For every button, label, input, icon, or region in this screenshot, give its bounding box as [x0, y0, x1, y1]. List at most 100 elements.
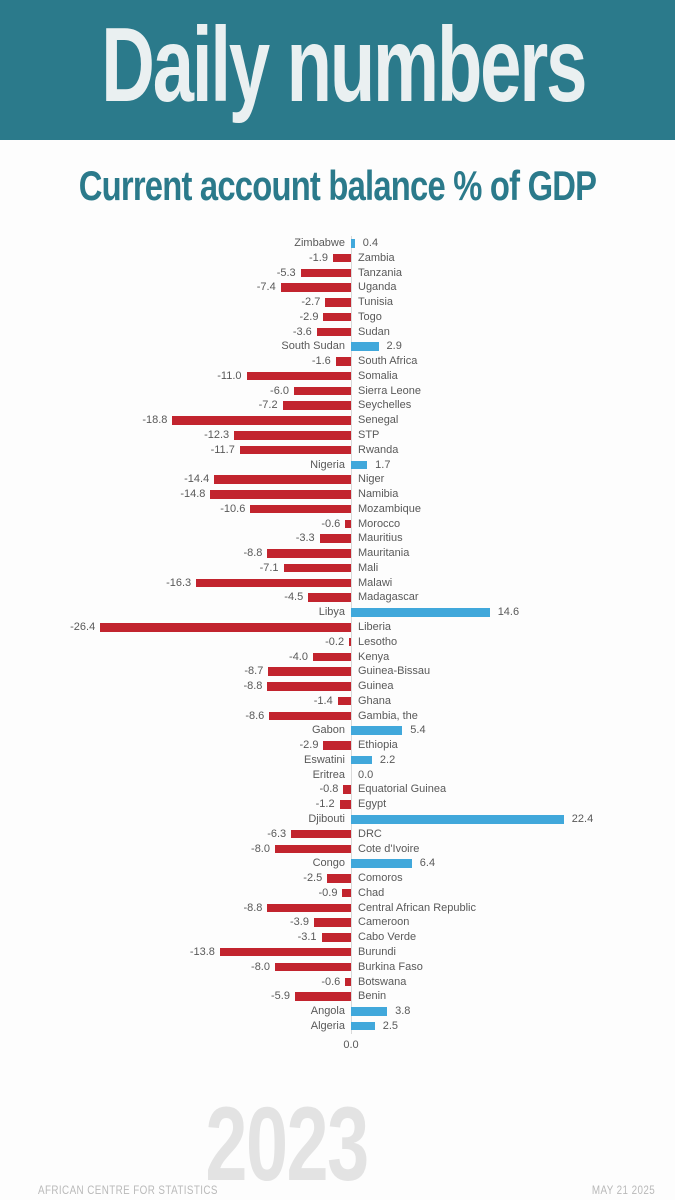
negative-bar: [323, 312, 351, 322]
value-label: -7.1: [259, 561, 279, 574]
chart-row: Mozambique -10.6: [0, 502, 675, 517]
country-label: Guinea-Bissau: [358, 665, 431, 678]
page-title: Daily numbers: [101, 6, 587, 124]
negative-bar: [300, 268, 351, 278]
value-label: -2.9: [299, 739, 319, 752]
chart-row: Uganda -7.4: [0, 280, 675, 295]
chart-row: Equatorial Guinea -0.8: [0, 782, 675, 797]
value-label: -5.9: [270, 990, 290, 1003]
value-label: -12.3: [204, 429, 230, 441]
chart-row: Zimbabwe 0.4: [0, 236, 675, 251]
country-label: Zimbabwe: [294, 237, 345, 249]
negative-bar: [280, 283, 351, 292]
country-label: DRC: [358, 827, 382, 840]
chart-row: Burundi -13.8: [0, 945, 675, 960]
country-label: Congo: [312, 857, 345, 870]
negative-bar: [291, 829, 351, 839]
value-label: -7.4: [256, 281, 276, 294]
chart-row: Madagascar -4.5: [0, 590, 675, 605]
chart-row: Guinea-Bissau -8.7: [0, 664, 675, 679]
chart-row: Ghana -1.4: [0, 694, 675, 709]
country-label: Togo: [358, 310, 382, 323]
country-label: Comoros: [358, 872, 403, 885]
value-label: -4.5: [284, 591, 304, 604]
country-label: Botswana: [358, 975, 407, 988]
country-label: Zambia: [358, 251, 395, 264]
country-label: Ethiopia: [358, 739, 398, 752]
country-label: Kenya: [358, 650, 390, 663]
negative-bar: [321, 933, 351, 942]
chart: 0.0 Zimbabwe 0.4 Zambia -1.9 Tanzania -5.3 Uga…: [0, 236, 675, 1066]
negative-bar: [210, 490, 351, 499]
value-label: -13.8: [189, 945, 215, 958]
country-label: Eritrea: [312, 768, 345, 781]
positive-bar: [351, 1021, 375, 1031]
chart-row: Comoros -2.5: [0, 871, 675, 886]
negative-bar: [349, 637, 351, 647]
chart-row: Tunisia -2.7: [0, 295, 675, 310]
value-label: -8.0: [251, 960, 270, 973]
negative-bar: [196, 578, 351, 588]
positive-bar: [351, 726, 403, 735]
value-label: -16.3: [166, 576, 192, 589]
positive-bar: [351, 755, 372, 765]
value-label: -3.3: [295, 532, 315, 545]
negative-bar: [335, 357, 351, 366]
value-label: 6.4: [419, 857, 436, 870]
chart-row: Gambia, the -8.6: [0, 709, 675, 724]
positive-bar: [351, 608, 490, 617]
country-label: Liberia: [358, 621, 392, 634]
country-label: South Africa: [358, 355, 418, 368]
chart-row: South Africa -1.6: [0, 354, 675, 369]
chart-row: Mauritius -3.3: [0, 531, 675, 546]
chart-row: Cote d'Ivoire -8.0: [0, 842, 675, 857]
chart-title: Current account balance % of GDP: [78, 162, 597, 209]
negative-bar: [239, 445, 351, 455]
country-label: Malawi: [358, 576, 393, 589]
negative-bar: [294, 386, 351, 396]
value-label: 0.4: [362, 237, 379, 249]
chart-row: Senegal -18.8: [0, 413, 675, 428]
value-label: -0.6: [321, 975, 341, 988]
chart-row: Sudan -3.6: [0, 325, 675, 340]
country-label: Gambia, the: [358, 709, 418, 722]
value-label: 0.0: [358, 768, 374, 781]
value-label: 2.9: [386, 340, 402, 353]
country-label: Seychelles: [358, 399, 412, 412]
value-label: -8.7: [244, 665, 264, 678]
chart-row: Benin -5.9: [0, 989, 675, 1004]
country-label: Tunisia: [358, 296, 394, 309]
country-label: Lesotho: [358, 635, 398, 648]
value-label: -14.4: [184, 473, 210, 486]
value-label: -5.3: [276, 266, 296, 279]
negative-bar: [345, 977, 351, 986]
country-label: Burkina Faso: [358, 960, 423, 973]
negative-bar: [267, 903, 351, 913]
country-label: Cabo Verde: [358, 931, 417, 944]
negative-bar: [323, 741, 351, 750]
country-label: Angola: [310, 1005, 345, 1018]
country-label: Namibia: [358, 488, 399, 501]
negative-bar: [313, 918, 351, 927]
value-label: -8.8: [243, 547, 263, 560]
chart-row: Mali -7.1: [0, 561, 675, 576]
chart-row: Ethiopia -2.9: [0, 738, 675, 753]
country-label: Tanzania: [358, 266, 403, 279]
country-label: Gabon: [311, 724, 345, 737]
chart-row: Congo 6.4: [0, 856, 675, 871]
country-label: Mauritania: [358, 547, 410, 560]
chart-row: Sierra Leone -6.0: [0, 384, 675, 399]
publish-date: MAY 21 2025: [591, 1183, 655, 1197]
negative-bar: [269, 711, 351, 721]
positive-bar: [351, 815, 564, 824]
value-label: -18.8: [142, 414, 168, 427]
positive-bar: [351, 239, 355, 248]
country-label: Burundi: [358, 945, 396, 958]
value-label: -0.9: [318, 886, 338, 899]
country-label: Mali: [358, 561, 379, 574]
country-label: Cote d'Ivoire: [358, 842, 420, 855]
chart-row: Namibia -14.8: [0, 487, 675, 502]
negative-bar: [100, 623, 351, 632]
value-label: -7.2: [258, 399, 278, 412]
country-label: Equatorial Guinea: [358, 783, 447, 796]
